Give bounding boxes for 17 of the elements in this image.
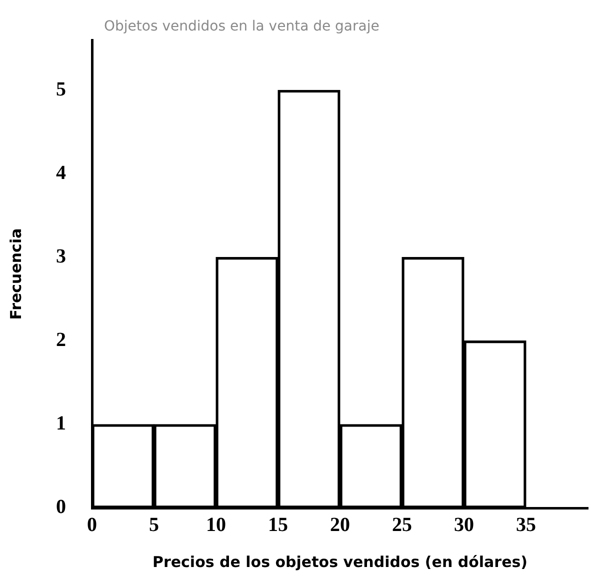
y-tick-label: 3	[56, 245, 66, 268]
chart-title: Objetos vendidos en la venta de garaje	[104, 18, 380, 35]
y-tick-label: 1	[56, 412, 66, 435]
y-tick-label: 2	[56, 329, 66, 352]
x-tick-label: 35	[516, 514, 536, 536]
y-tick-label: 0	[56, 496, 66, 518]
x-tick-label: 5	[149, 514, 159, 536]
x-axis-title: Precios de los objetos vendidos (en dólares)	[152, 552, 528, 571]
x-tick-label: 30	[454, 514, 474, 536]
x-tick-label: 20	[330, 514, 350, 536]
x-tick-label: 0	[87, 514, 97, 536]
x-tick-label: 25	[392, 514, 412, 536]
y-tick-label: 5	[56, 78, 66, 100]
x-tick-label: 15	[268, 514, 288, 536]
y-axis-title: Frecuencia	[6, 228, 25, 320]
x-tick-label: 10	[206, 514, 226, 536]
y-tick-label: 4	[56, 162, 66, 184]
